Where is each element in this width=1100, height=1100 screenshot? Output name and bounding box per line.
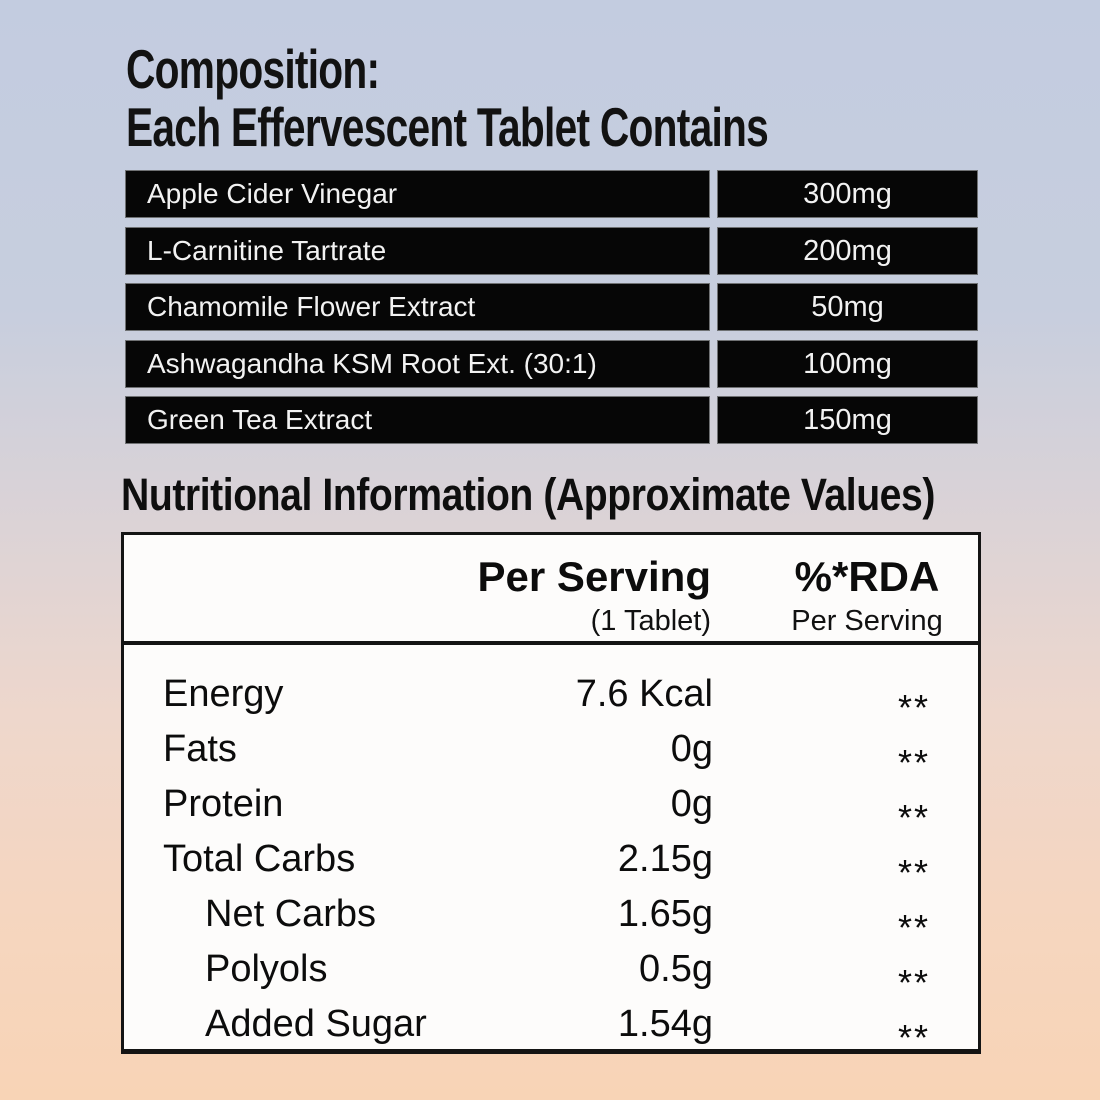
nutrient-rda: **: [897, 742, 930, 783]
ingredient-name: Green Tea Extract: [125, 396, 710, 444]
nutrition-row: Polyols 0.5g **: [124, 948, 978, 1003]
composition-row: Chamomile Flower Extract 50mg: [125, 283, 978, 331]
nutrition-row: Added Sugar 1.54g **: [124, 1003, 978, 1058]
nutrient-label: Added Sugar: [205, 1003, 427, 1045]
nutrient-label: Protein: [163, 783, 284, 825]
composition-heading-line1: Composition:: [126, 38, 380, 100]
nutrient-rda: **: [897, 797, 930, 838]
ingredient-name: L-Carnitine Tartrate: [125, 227, 710, 275]
nutrient-value: 0g: [670, 728, 713, 770]
nutrient-rda: **: [897, 962, 930, 1003]
per-serving-subheader: (1 Tablet): [590, 605, 711, 637]
nutrient-rda: **: [897, 687, 930, 728]
nutrition-row: Total Carbs 2.15g **: [124, 838, 978, 893]
nutrition-row: Net Carbs 1.65g **: [124, 893, 978, 948]
nutrient-label: Net Carbs: [205, 893, 377, 935]
ingredient-amount: 50mg: [717, 283, 978, 331]
composition-row: Green Tea Extract 150mg: [125, 396, 978, 444]
nutrient-rda: **: [897, 852, 930, 893]
ingredient-name: Ashwagandha KSM Root Ext. (30:1): [125, 340, 710, 388]
nutrient-label: Fats: [163, 728, 237, 770]
nutrient-value: 2.15g: [617, 838, 713, 880]
ingredient-amount: 100mg: [717, 340, 978, 388]
composition-heading-line2: Each Effervescent Tablet Contains: [126, 96, 769, 158]
nutrition-heading: Nutritional Information (Approximate Val…: [121, 469, 935, 520]
composition-row: Ashwagandha KSM Root Ext. (30:1) 100mg: [125, 340, 978, 388]
header-divider: [124, 641, 978, 645]
per-serving-header: Per Serving: [477, 553, 711, 600]
nutrient-value: 1.65g: [617, 893, 713, 935]
nutrient-value: 0g: [670, 783, 713, 825]
nutrition-row: Energy 7.6 Kcal **: [124, 673, 978, 728]
nutrient-label: Polyols: [205, 948, 328, 990]
nutrition-row: Fats 0g **: [124, 728, 978, 783]
nutrient-value: 7.6 Kcal: [575, 673, 713, 715]
ingredient-amount: 150mg: [717, 396, 978, 444]
composition-row: Apple Cider Vinegar 300mg: [125, 170, 978, 218]
rda-header: %*RDA: [794, 553, 940, 600]
ingredient-name: Chamomile Flower Extract: [125, 283, 710, 331]
nutrition-row: Protein 0g **: [124, 783, 978, 838]
nutrient-rda: **: [897, 1017, 930, 1058]
composition-row: L-Carnitine Tartrate 200mg: [125, 227, 978, 275]
nutrient-rda: **: [897, 907, 930, 948]
rda-subheader: Per Serving: [791, 605, 943, 637]
ingredient-amount: 300mg: [717, 170, 978, 218]
nutrition-table: Per Serving %*RDA (1 Tablet) Per Serving…: [121, 532, 981, 1058]
nutrient-label: Total Carbs: [163, 838, 356, 880]
nutrient-value: 1.54g: [617, 1003, 713, 1045]
ingredient-amount: 200mg: [717, 227, 978, 275]
nutrient-label: Energy: [163, 673, 284, 715]
nutrient-value: 0.5g: [639, 948, 713, 990]
composition-heading: Composition: Each Effervescent Tablet Co…: [126, 38, 769, 158]
ingredient-name: Apple Cider Vinegar: [125, 170, 710, 218]
